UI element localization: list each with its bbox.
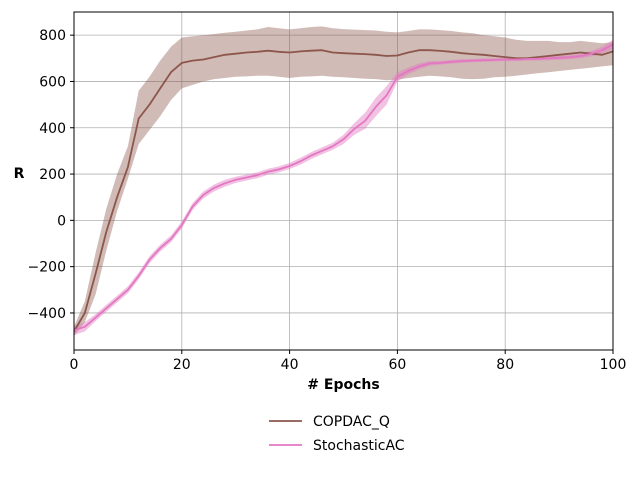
y-tick-label: −400: [28, 306, 66, 322]
band-copdac-q: [74, 26, 613, 337]
x-tick-label: 60: [388, 357, 406, 373]
line-stochasticac: [73, 43, 614, 332]
x-tick-label: 0: [70, 357, 79, 373]
plot-frame: [73, 11, 614, 351]
axis-ticks: 0 20 40 60 80 100 −400 −200 0 200 400 600 800: [28, 28, 627, 373]
x-tick-label: 100: [600, 357, 627, 373]
x-axis-title: # Epochs: [307, 377, 379, 393]
y-tick-label: 400: [39, 121, 66, 137]
x-tick-label: 20: [173, 357, 191, 373]
y-tick-label: 200: [39, 167, 66, 183]
confidence-bands: [74, 26, 613, 337]
legend-label-stochastic-ac: StochasticAC: [313, 438, 405, 454]
y-tick-label: −200: [28, 260, 66, 276]
y-tick-label: 600: [39, 74, 66, 90]
legend-label-copdac-q: COPDAC_Q: [313, 414, 390, 430]
y-tick-label: 800: [39, 28, 66, 44]
y-axis-title: R: [14, 166, 25, 182]
legend: COPDAC_Q StochasticAC: [269, 414, 405, 454]
x-tick-label: 40: [281, 357, 299, 373]
y-tick-label: 0: [57, 213, 66, 229]
x-tick-label: 80: [496, 357, 514, 373]
series-lines: [73, 43, 614, 332]
